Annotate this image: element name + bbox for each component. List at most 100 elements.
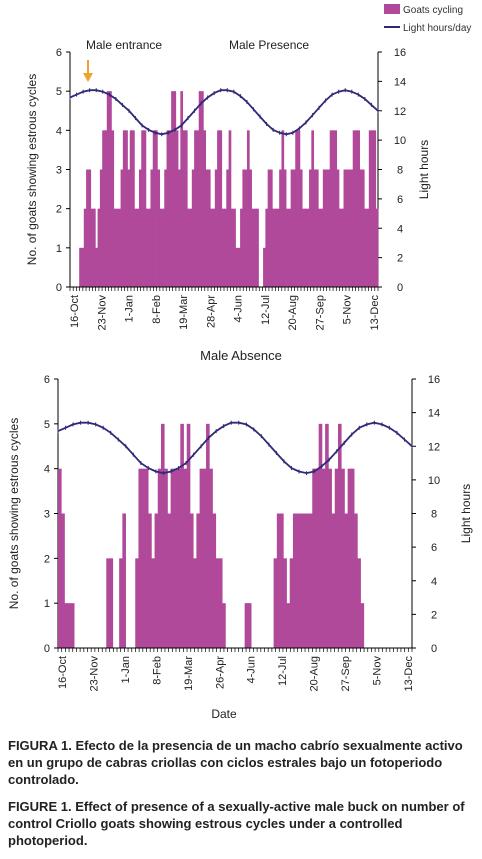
y2-tick-label: 14 bbox=[394, 76, 406, 88]
annotation-male-entrance: Male entrance bbox=[86, 38, 162, 52]
bar bbox=[141, 130, 144, 287]
bar bbox=[289, 558, 294, 648]
x-tick-label: 8-Feb bbox=[151, 295, 163, 324]
figure-canvas: Goats cycling Light hours/day 0123456024… bbox=[7, 4, 473, 721]
bar bbox=[290, 169, 294, 287]
bar bbox=[194, 130, 197, 287]
bar bbox=[199, 468, 204, 648]
bar bbox=[186, 423, 191, 648]
bar bbox=[276, 513, 281, 648]
y2-tick-label: 12 bbox=[394, 106, 406, 118]
x-tick-label: 16-Oct bbox=[57, 656, 69, 689]
bar bbox=[198, 91, 202, 287]
bar bbox=[244, 169, 248, 287]
caption-en-label: FIGURE 1. bbox=[8, 799, 72, 814]
bar bbox=[309, 169, 312, 287]
bar bbox=[58, 468, 62, 648]
bar bbox=[212, 513, 217, 648]
bar bbox=[341, 208, 344, 287]
bar bbox=[97, 208, 101, 287]
y2-tick-label: 0 bbox=[431, 643, 437, 655]
y2-tick-label: 14 bbox=[428, 408, 440, 420]
y-tick-label: 3 bbox=[44, 509, 50, 521]
bar bbox=[109, 91, 112, 287]
bar bbox=[283, 169, 287, 287]
bar bbox=[331, 513, 336, 648]
bar bbox=[288, 208, 292, 287]
x-tick-label: 27-Sep bbox=[340, 656, 352, 691]
bar bbox=[279, 169, 282, 287]
bar bbox=[184, 130, 188, 287]
bar bbox=[83, 208, 87, 287]
x-tick-label: 5-Nov bbox=[372, 656, 384, 686]
bar bbox=[166, 130, 170, 287]
bar bbox=[67, 603, 72, 648]
bar bbox=[183, 468, 188, 648]
bar bbox=[359, 169, 363, 287]
bar bbox=[106, 91, 110, 287]
bar bbox=[345, 169, 349, 287]
caption-en-text: Effect of presence of a sexually-active … bbox=[8, 799, 465, 848]
bar bbox=[127, 169, 131, 287]
bar bbox=[118, 208, 121, 287]
bar bbox=[350, 468, 355, 648]
bar bbox=[296, 513, 300, 648]
x-tick-label: 23-Nov bbox=[96, 295, 108, 331]
bar bbox=[148, 208, 151, 287]
bar bbox=[138, 468, 143, 648]
bar bbox=[265, 208, 269, 287]
bar bbox=[240, 208, 243, 287]
bar bbox=[354, 513, 358, 648]
bar bbox=[160, 423, 165, 648]
bar bbox=[141, 468, 146, 648]
y-tick-label: 5 bbox=[44, 419, 50, 431]
bar bbox=[292, 169, 296, 287]
legend-bars-swatch bbox=[384, 4, 400, 14]
x-tick-label: 13-Dec bbox=[403, 656, 415, 692]
bar bbox=[102, 130, 105, 287]
x-tick-label: 26-Apr bbox=[214, 656, 226, 689]
x-tick-label: 12-Jul bbox=[260, 295, 272, 325]
bar bbox=[99, 169, 103, 287]
bar bbox=[175, 130, 179, 287]
bar bbox=[328, 468, 332, 648]
bar bbox=[214, 169, 218, 287]
x-tick-label: 13-Dec bbox=[369, 295, 381, 331]
bar bbox=[180, 91, 184, 287]
bar bbox=[155, 130, 158, 287]
bar bbox=[164, 468, 168, 648]
y-tick-label: 1 bbox=[56, 243, 62, 255]
bar bbox=[304, 208, 308, 287]
y-axis-title: No. of goats showing estrous cycles bbox=[7, 418, 21, 609]
bar bbox=[360, 603, 365, 648]
bar bbox=[104, 130, 108, 287]
bar bbox=[218, 558, 223, 648]
y2-tick-label: 2 bbox=[431, 609, 437, 621]
bar bbox=[106, 558, 110, 648]
x-tick-label: 1-Jan bbox=[120, 656, 132, 684]
bar bbox=[170, 468, 175, 648]
caption-english: FIGURE 1. Effect of presence of a sexual… bbox=[8, 798, 478, 849]
bar bbox=[182, 130, 186, 287]
bar bbox=[173, 468, 178, 648]
bar bbox=[217, 130, 220, 287]
bar bbox=[315, 468, 320, 648]
bar bbox=[151, 558, 155, 648]
x-tick-label: 19-Mar bbox=[183, 656, 195, 691]
x-tick-label: 8-Feb bbox=[151, 656, 163, 685]
bar bbox=[281, 130, 285, 287]
y2-tick-label: 4 bbox=[397, 223, 403, 235]
bar bbox=[272, 208, 275, 287]
bar bbox=[113, 208, 117, 287]
bar bbox=[233, 208, 236, 287]
bar bbox=[136, 208, 140, 287]
bar bbox=[355, 130, 358, 287]
y-tick-label: 4 bbox=[44, 464, 50, 476]
bar bbox=[159, 208, 163, 287]
bar bbox=[364, 208, 367, 287]
bar bbox=[191, 169, 195, 287]
light-hours-line bbox=[57, 421, 413, 475]
x-tick-label: 20-Aug bbox=[287, 295, 299, 330]
light-hours-line bbox=[69, 89, 379, 136]
bar bbox=[267, 169, 271, 287]
